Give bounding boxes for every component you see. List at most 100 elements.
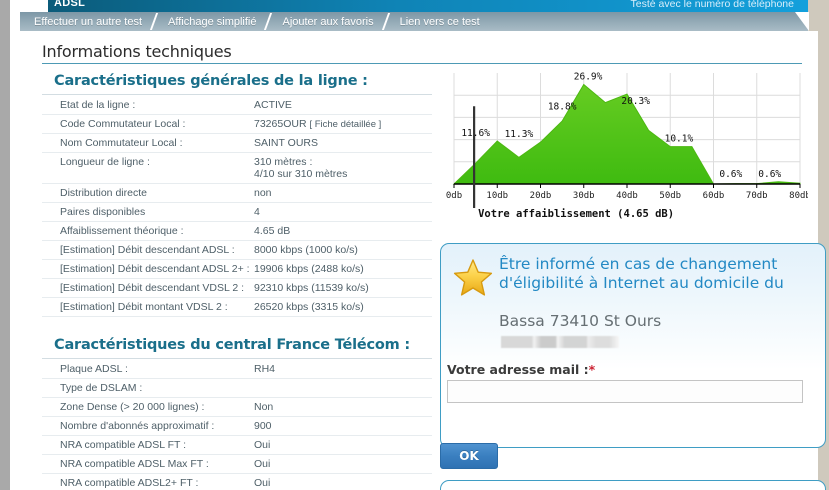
tab-separator [144, 12, 166, 31]
alert-heading: Être informé en cas de changement d'élig… [499, 255, 784, 292]
axis-tick-label: 60db [703, 191, 725, 201]
row-value: Non [254, 401, 274, 413]
chart-xlabel: Votre affaiblissement (4.65 dB) [478, 208, 674, 220]
banner-phone-note: Testé avec le numéro de téléphone [630, 0, 794, 10]
data-label: 0.6% [719, 169, 742, 180]
tab-list: Effectuer un autre test Affichage simpli… [32, 12, 482, 31]
section-rule [42, 358, 432, 359]
mail-label-text: Votre adresse mail : [447, 362, 589, 377]
row-key: Plaque ADSL : [60, 363, 128, 375]
page-surface: ADSL Testé avec le numéro de téléphone E… [10, 0, 826, 490]
table-row: Nom Commutateur Local : SAINT OURS [42, 134, 432, 153]
axis-tick-label: 0db [446, 191, 462, 201]
row-value: 4 [254, 206, 260, 218]
row-value: 19906 kbps (2488 ko/s) [254, 263, 364, 275]
tab-ajouter-aux-favoris[interactable]: Ajouter aux favoris [282, 15, 374, 28]
tab-separator [258, 12, 280, 31]
chart-area-series [452, 83, 801, 185]
data-label: 20.3% [621, 96, 650, 107]
row-value: 26520 kbps (3315 ko/s) [254, 301, 364, 313]
row-key: Type de DSLAM : [60, 382, 143, 394]
table-row: Paires disponibles 4 [42, 203, 432, 222]
star-icon [453, 259, 493, 296]
axis-tick-label: 70db [746, 191, 768, 201]
table-row: [Estimation] Débit descendant ADSL 2+ : … [42, 260, 432, 279]
left-gutter [0, 0, 10, 490]
row-key: NRA compatible ADSL2+ FT : [60, 477, 199, 489]
table-row: NRA compatible ADSL FT : Oui [42, 436, 432, 455]
axis-tick-label: 10db [486, 191, 508, 201]
table-row: Etat de la ligne : ACTIVE [42, 96, 432, 115]
tab-affichage-simplifie[interactable]: Affichage simplifié [168, 15, 257, 28]
line-characteristics-table: Etat de la ligne : ACTIVE Code Commutate… [42, 96, 432, 317]
data-label: 10.1% [665, 134, 694, 145]
attenuation-distribution-chart: 0db 10db 20db 30db 40db 50db 60db 70db 80db Votre… [440, 67, 808, 222]
table-row: [Estimation] Débit descendant VDSL 2 : 9… [42, 279, 432, 298]
row-key: [Estimation] Débit descendant ADSL : [60, 244, 235, 256]
row-key: Code Commutateur Local : [60, 118, 186, 130]
specs-column: Caractéristiques générales de la ligne :… [42, 69, 432, 490]
row-value: 73265OUR [ Fiche détaillée ] [254, 115, 432, 134]
row-key: [Estimation] Débit montant VDSL 2 : [60, 301, 228, 313]
row-value-line2: 4/10 sur 310 mètres [254, 168, 348, 180]
table-row: [Estimation] Débit descendant ADSL : 800… [42, 241, 432, 260]
tab-effectuer-un-autre-test[interactable]: Effectuer un autre test [34, 15, 143, 28]
tab-separator [376, 12, 398, 31]
table-row: Type de DSLAM : [42, 379, 432, 398]
table-row: [Estimation] Débit montant VDSL 2 : 2652… [42, 298, 432, 317]
data-label: 0.6% [758, 169, 781, 180]
row-key: Zone Dense (> 20 000 lignes) : [60, 401, 205, 413]
row-key: Longueur de ligne : [60, 156, 150, 168]
bottom-panel [440, 480, 826, 490]
banner-title: ADSL [54, 0, 86, 9]
required-asterisk: * [588, 362, 596, 377]
row-value: Oui [254, 439, 271, 451]
table-row: Distribution directe non [42, 184, 432, 203]
chart-svg: 0db 10db 20db 30db 40db 50db 60db 70db 80db Votre… [446, 71, 808, 220]
row-key: Distribution directe [60, 187, 147, 199]
table-row: Nombre d'abonnés approximatif : 900 [42, 417, 432, 436]
table-row: NRA compatible ADSL Max FT : Oui [42, 455, 432, 474]
table-row: Longueur de ligne : 310 mètres : 4/10 su… [42, 153, 432, 184]
row-key: NRA compatible ADSL FT : [60, 439, 187, 451]
row-key: Nombre d'abonnés approximatif : [60, 420, 215, 432]
data-label: 26.9% [574, 71, 603, 82]
axis-tick-label: 50db [659, 191, 681, 201]
data-label: 11.3% [505, 129, 534, 140]
axis-tick-label: 20db [530, 191, 552, 201]
eligibility-alert-panel: Être informé en cas de changement d'élig… [440, 243, 826, 448]
ok-button[interactable]: OK [440, 443, 498, 469]
row-key: NRA compatible ADSL Max FT : [60, 458, 209, 470]
row-value: non [254, 187, 272, 199]
tab-lien-vers-ce-test[interactable]: Lien vers ce test [399, 15, 480, 28]
breadcrumb-tabbar: Effectuer un autre test Affichage simpli… [20, 12, 809, 31]
row-key: Etat de la ligne : [60, 99, 136, 111]
fiche-detaillee-link[interactable]: [ Fiche détaillée ] [309, 119, 382, 130]
section-heading-ligne: Caractéristiques générales de la ligne : [54, 73, 368, 89]
table-row: Code Commutateur Local : 73265OUR [ Fich… [42, 115, 432, 134]
table-row: Affaiblissement théorique : 4.65 dB [42, 222, 432, 241]
central-characteristics-table: Plaque ADSL : RH4 Type de DSLAM : Zone D… [42, 360, 432, 490]
axis-tick-label: 30db [573, 191, 595, 201]
row-key: Nom Commutateur Local : [60, 137, 183, 149]
section-rule [42, 94, 432, 95]
data-label: 11.6% [461, 128, 490, 139]
row-value-text: 73265OUR [254, 118, 307, 130]
page-title: Informations techniques [42, 42, 232, 61]
row-value: 8000 kbps (1000 ko/s) [254, 244, 358, 256]
row-value [254, 379, 432, 398]
row-value: Oui [254, 458, 271, 470]
alert-address: Bassa 73410 St Ours [499, 312, 662, 330]
row-value: RH4 [254, 363, 276, 375]
data-label: 18.8% [548, 101, 577, 112]
table-row: NRA compatible ADSL2+ FT : Oui [42, 474, 432, 490]
row-value: 92310 kbps (11539 ko/s) [254, 282, 369, 294]
section-gap [42, 317, 432, 333]
email-field[interactable] [447, 380, 803, 403]
row-value: SAINT OURS [254, 137, 318, 149]
row-value: Oui [254, 477, 271, 489]
redacted-text-block [501, 336, 619, 348]
row-key: Paires disponibles [60, 206, 146, 218]
row-value: ACTIVE [254, 99, 292, 111]
